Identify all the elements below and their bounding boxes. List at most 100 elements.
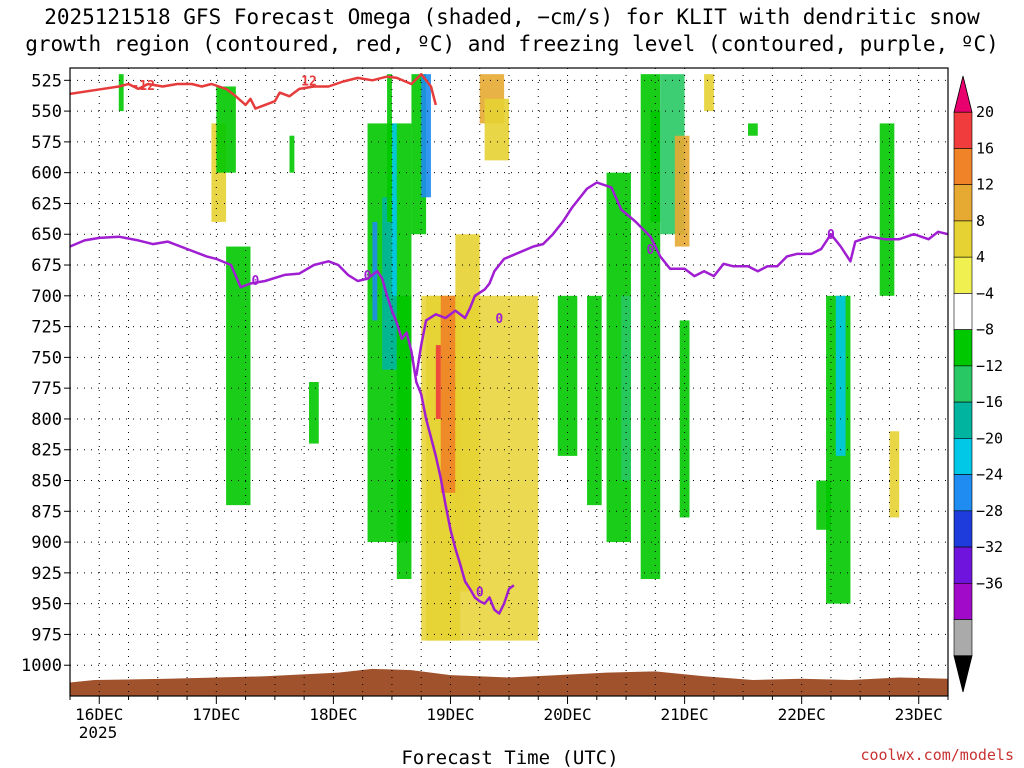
colorbar-label: −16 bbox=[976, 393, 1003, 411]
colorbar-swatch bbox=[953, 184, 973, 222]
freezing-level-label: 0 bbox=[364, 269, 372, 284]
x-axis-label: Forecast Time (UTC) bbox=[401, 747, 618, 768]
omega-shading-cell bbox=[391, 123, 397, 296]
y-tick-label: 975 bbox=[31, 625, 62, 645]
colorbar: 20 16 12 8 4 −4 −8 −12 −16 −20 −24 −28 −32 −36 bbox=[953, 75, 1003, 693]
x-tick-label: 23DEC bbox=[895, 705, 943, 724]
y-tick-label: 825 bbox=[31, 441, 62, 461]
chart-title-line2: growth region (contoured, red, ºC) and f… bbox=[25, 32, 999, 56]
omega-shading-cell bbox=[396, 295, 412, 580]
credit-label: coolwx.com/models bbox=[860, 746, 1014, 764]
colorbar-swatch bbox=[953, 474, 973, 512]
colorbar-swatch bbox=[953, 365, 973, 403]
colorbar-label: −24 bbox=[976, 466, 1003, 484]
omega-shading-cell bbox=[309, 382, 319, 444]
omega-shading-cell bbox=[289, 135, 295, 173]
colorbar-label: −20 bbox=[976, 429, 1003, 447]
colorbar-cap-bottom bbox=[953, 655, 973, 693]
omega-shading-cell bbox=[455, 234, 480, 592]
dgz-label: 12 bbox=[301, 74, 317, 89]
omega-shading-cell bbox=[748, 123, 758, 136]
colorbar-swatch bbox=[953, 148, 973, 186]
y-tick-label: 550 bbox=[31, 102, 62, 122]
freezing-level-label: 0 bbox=[476, 585, 484, 600]
colorbar-label: −4 bbox=[976, 284, 994, 302]
y-tick-label: 950 bbox=[31, 595, 62, 615]
y-tick-label: 925 bbox=[31, 564, 62, 584]
colorbar-swatch bbox=[953, 293, 973, 330]
x-tick-label: 22DEC bbox=[778, 705, 826, 724]
omega-shading-cell bbox=[835, 295, 846, 456]
y-tick-label: 875 bbox=[31, 502, 62, 522]
omega-shading-cell bbox=[387, 74, 392, 222]
colorbar-swatch bbox=[953, 256, 973, 294]
x-tick-label: 17DEC bbox=[192, 705, 240, 724]
terrain bbox=[70, 668, 948, 696]
omega-shading-cell bbox=[118, 74, 124, 112]
omega-shading-cell bbox=[704, 74, 714, 112]
colorbar-label: −28 bbox=[976, 502, 1003, 520]
contours: 0 0 0 0 0 0 -12 12 bbox=[69, 72, 949, 615]
y-tick-label: 650 bbox=[31, 225, 62, 245]
contour-2 bbox=[69, 72, 438, 110]
y-tick-label: 525 bbox=[31, 71, 62, 91]
omega-shading-cell bbox=[621, 295, 631, 481]
y-tick-label: 725 bbox=[31, 318, 62, 338]
freezing-level-label: 0 bbox=[251, 274, 259, 289]
omega-shading-cell bbox=[587, 295, 602, 506]
colorbar-label: 12 bbox=[976, 176, 994, 194]
contour-0 bbox=[69, 235, 515, 615]
colorbar-label: 16 bbox=[976, 139, 994, 157]
y-tick-label: 600 bbox=[31, 164, 62, 184]
y-tick-label: 575 bbox=[31, 133, 62, 153]
x-year-label: 2025 bbox=[79, 723, 118, 742]
colorbar-label: −32 bbox=[976, 538, 1003, 556]
y-tick-label: 850 bbox=[31, 472, 62, 492]
y-tick-label: 1000 bbox=[21, 656, 62, 676]
x-axis-ticks: 16DEC 17DEC 18DEC 19DEC 20DEC 21DEC 22DEC 23DEC bbox=[69, 696, 949, 724]
omega-shading-cell bbox=[557, 295, 578, 456]
colorbar-label: −12 bbox=[976, 357, 1003, 375]
x-tick-label: 18DEC bbox=[309, 705, 357, 724]
y-axis-ticks: 525 550 575 600 625 650 675 700 725 750 775 800 825 8… bbox=[21, 71, 70, 676]
colorbar-swatch bbox=[953, 438, 973, 475]
omega-shading-cell bbox=[226, 246, 251, 506]
x-tick-label: 16DEC bbox=[75, 705, 123, 724]
omega-shading-cell bbox=[435, 345, 441, 419]
dgz-label: -12 bbox=[131, 79, 154, 94]
omega-shading-cell bbox=[879, 123, 895, 296]
omega-shading-cell bbox=[674, 135, 690, 247]
colorbar-swatch bbox=[953, 111, 973, 149]
colorbar-label: 8 bbox=[976, 212, 985, 230]
colorbar-swatch bbox=[953, 401, 973, 439]
colorbar-cap-top bbox=[953, 75, 973, 113]
y-tick-label: 700 bbox=[31, 287, 62, 307]
terrain-fill bbox=[70, 668, 948, 696]
omega-shading-cell bbox=[216, 86, 236, 173]
y-tick-label: 625 bbox=[31, 194, 62, 214]
colorbar-swatch bbox=[953, 582, 973, 620]
freezing-level-label: 0 bbox=[827, 228, 835, 243]
y-tick-label: 775 bbox=[31, 379, 62, 399]
chart-title-line1: 2025121518 GFS Forecast Omega (shaded, −… bbox=[44, 5, 980, 29]
y-tick-label: 900 bbox=[31, 533, 62, 553]
omega-shading-cell bbox=[421, 74, 431, 198]
colorbar-label: −8 bbox=[976, 321, 994, 339]
y-tick-label: 800 bbox=[31, 410, 62, 430]
x-tick-label: 20DEC bbox=[543, 705, 591, 724]
y-tick-label: 675 bbox=[31, 256, 62, 276]
freezing-level-label: 0 bbox=[647, 243, 655, 258]
colorbar-swatch bbox=[953, 546, 973, 584]
colorbar-swatch bbox=[953, 619, 973, 657]
x-tick-label: 19DEC bbox=[426, 705, 474, 724]
omega-shading-cell bbox=[816, 480, 831, 530]
omega-shading-cell bbox=[889, 431, 900, 518]
colorbar-swatch bbox=[953, 510, 973, 548]
omega-shading-cell bbox=[484, 98, 509, 161]
freezing-level-label: 0 bbox=[495, 312, 503, 327]
x-tick-label: 21DEC bbox=[661, 705, 709, 724]
contour-1 bbox=[415, 181, 949, 376]
colorbar-label: 20 bbox=[976, 103, 994, 121]
colorbar-swatch bbox=[953, 329, 973, 367]
